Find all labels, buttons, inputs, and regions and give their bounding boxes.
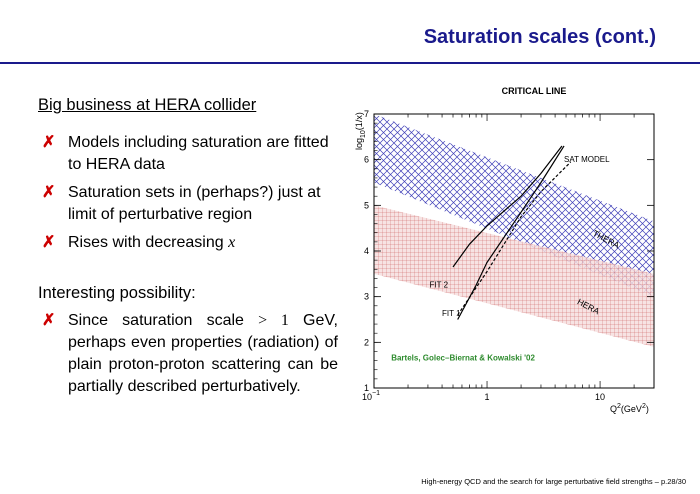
- bullet-text: Models including saturation are fitted t…: [68, 134, 329, 173]
- label-sat-model: SAT MODEL: [564, 155, 610, 164]
- x-tick-label: 10: [595, 392, 605, 402]
- section-heading-possibility: Interesting possibility:: [38, 284, 196, 302]
- y-tick-label: 6: [364, 155, 369, 165]
- bullet-text-part: Since saturation scale: [68, 312, 259, 329]
- cross-mark-icon: ✗: [42, 234, 56, 251]
- y-tick-label: 7: [364, 109, 369, 119]
- cross-mark-icon: ✗: [42, 312, 56, 329]
- bullet-text: Saturation sets in (perhaps?) just at li…: [68, 184, 321, 223]
- curve-sat-model: [457, 161, 572, 316]
- label-fit1: FIT 1: [442, 309, 461, 318]
- math-inequality: > 1: [258, 312, 289, 329]
- bullet-text: Since saturation scale > 1 GeV, perhaps …: [68, 310, 338, 398]
- bullet-models: ✗ Models including saturation are fitted…: [42, 132, 338, 176]
- y-tick-label: 2: [364, 337, 369, 347]
- slide-footer: High-energy QCD and the search for large…: [421, 477, 686, 486]
- band-hera: [374, 205, 654, 347]
- curve-fit-1: [457, 145, 565, 320]
- y-tick-label: 4: [364, 246, 369, 256]
- bullet-text-part: Rises with decreasing: [68, 234, 229, 251]
- math-variable-x: x: [228, 234, 236, 251]
- curve-fit-2: [452, 145, 563, 268]
- x-axis-label: Q2(GeV2): [610, 403, 649, 414]
- bullet-text: Rises with decreasing x: [68, 232, 338, 254]
- x-tick-label: 10−1: [362, 390, 380, 402]
- cross-mark-icon: ✗: [42, 134, 56, 151]
- label-reference: Bartels, Golec–Biernat & Kowalski '02: [391, 354, 535, 363]
- y-tick-label: 1: [364, 383, 369, 393]
- bullet-text-part: GeV, perhaps even properties (radia­tion…: [68, 312, 338, 395]
- label-fit2: FIT 2: [430, 281, 449, 290]
- section-heading-hera: Big business at HERA collider: [38, 96, 257, 114]
- title-rule: [0, 62, 700, 64]
- y-tick-label: 5: [364, 200, 369, 210]
- band-thera: [374, 114, 654, 297]
- bullet-rises: ✗ Rises with decreasing x: [42, 232, 338, 254]
- chart-title: CRITICAL LINE: [502, 86, 567, 96]
- bullet-saturation: ✗ Saturation sets in (perhaps?) just at …: [42, 182, 338, 226]
- cross-mark-icon: ✗: [42, 184, 56, 201]
- x-tick-label: 1: [485, 392, 490, 402]
- y-tick-label: 3: [364, 292, 369, 302]
- plot-area: [374, 114, 654, 347]
- y-axis-label: log10(1/x): [354, 112, 367, 150]
- slide-title: Saturation scales (cont.): [423, 26, 656, 48]
- bullet-proton: ✗ Since saturation scale > 1 GeV, perhap…: [42, 310, 338, 398]
